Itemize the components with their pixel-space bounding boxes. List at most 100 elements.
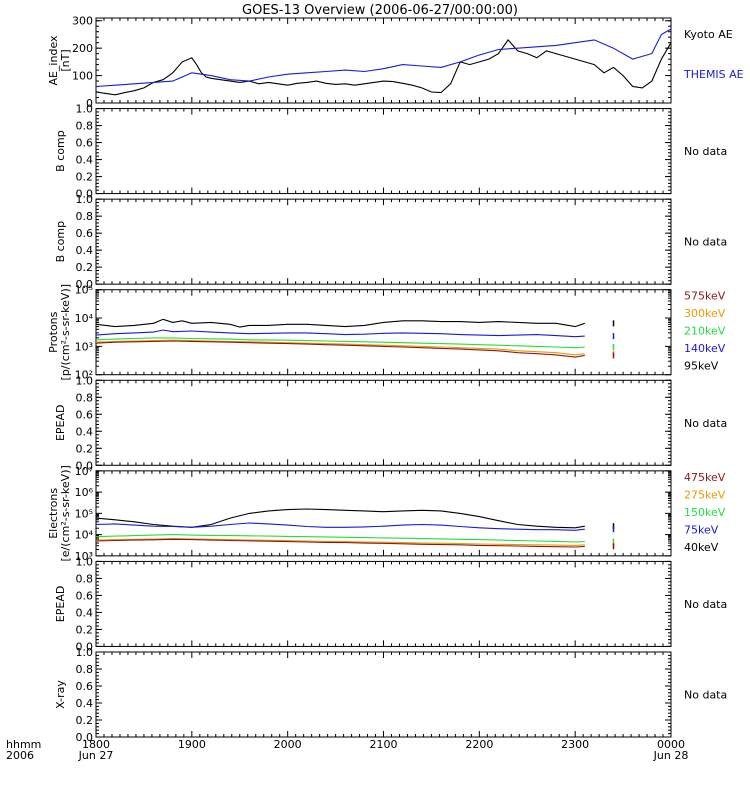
y-tick-label: 10⁵ — [75, 507, 93, 520]
y-tick-label: 10⁴ — [75, 312, 94, 325]
y-axis-label: EPEAD — [54, 405, 67, 442]
x-tick-label: 2300 — [561, 738, 589, 751]
legend-entry: Kyoto AE — [684, 28, 733, 41]
y-tick-label: 0.8 — [76, 572, 94, 585]
x-tick-label: 1900 — [178, 738, 206, 751]
panel-4: 0.0 0.2 0.4 0.6 0.8 1.0 EPEAD No data — [54, 374, 727, 472]
x-tick-label: 2100 — [370, 738, 398, 751]
panel-2: 0.0 0.2 0.4 0.6 0.8 1.0 B comp No data — [54, 193, 727, 291]
panel-frame — [95, 379, 672, 466]
y-tick-label: 0.8 — [76, 391, 94, 404]
series-line-300kev — [95, 339, 585, 356]
y-tick-label: 1.0 — [76, 103, 94, 116]
y-tick-label: 10⁶ — [75, 486, 94, 499]
y-tick-label: 0.2 — [76, 261, 94, 274]
y-tick-label: 0.6 — [76, 589, 94, 602]
y-axis-label: Electrons — [47, 488, 60, 539]
legend-entry: 40keV — [684, 541, 719, 554]
legend-entry: 95keV — [684, 360, 719, 373]
y-tick-label: 0.8 — [76, 210, 94, 223]
y-axis-label: [p/(cm²-s-sr-keV)] — [59, 284, 72, 381]
panel-1: 0.0 0.2 0.4 0.6 0.8 1.0 B comp No data — [54, 103, 727, 201]
panel-3: 10² 10³ 10⁴ 10⁵ Protons [p/(cm²-s-sr-keV)] 575… — [47, 284, 726, 382]
x-corner-label-hhmm: hhmm — [6, 738, 41, 751]
y-tick-label: 10⁴ — [75, 529, 94, 542]
y-tick-label: 0 — [86, 97, 93, 110]
y-tick-label: 10³ — [75, 550, 93, 563]
y-tick-label: 0.0 — [76, 459, 94, 472]
panel-5: 10³ 10⁴ 10⁵ 10⁶ 10⁷ Electrons [e/(cm²-s-sr-keV… — [47, 465, 726, 563]
series-line-140kev — [95, 329, 585, 338]
x-tick-sublabel: Jun 28 — [653, 749, 689, 762]
y-tick-label: 0.2 — [76, 171, 94, 184]
no-data-note: No data — [684, 417, 727, 430]
no-data-note: No data — [684, 236, 727, 249]
y-tick-label: 0.8 — [76, 120, 94, 133]
panel-frame — [95, 289, 672, 376]
panel-7: 0.0 0.2 0.4 0.6 0.8 1.0 X-ray No data — [54, 646, 727, 744]
legend-entry: 150keV — [684, 506, 726, 519]
no-data-note: No data — [684, 689, 727, 702]
y-tick-label: 0.6 — [76, 227, 94, 240]
y-tick-label: 200 — [72, 42, 93, 55]
y-axis-label: B comp — [54, 130, 67, 172]
y-tick-label: 0.2 — [76, 442, 94, 455]
panel-frame — [95, 108, 672, 195]
series-line-kyoto-ae — [95, 39, 672, 96]
panel-frame — [95, 17, 672, 104]
series-line-themis-ae — [95, 28, 672, 88]
x-corner-label-year: 2006 — [6, 749, 34, 762]
legend-entry: 575keV — [684, 290, 726, 303]
series-line-40kev — [95, 508, 585, 529]
panel-frame — [95, 651, 672, 738]
y-tick-label: 1.0 — [76, 374, 94, 387]
y-tick-label: 0.0 — [76, 278, 94, 291]
y-tick-label: 0.4 — [76, 244, 94, 257]
series-line-275kev — [95, 538, 585, 546]
panel-6: 0.0 0.2 0.4 0.6 0.8 1.0 EPEAD No data — [54, 555, 727, 653]
y-axis-label: X-ray — [54, 680, 67, 709]
series-line-75kev — [95, 522, 585, 531]
legend-entry: 475keV — [684, 471, 726, 484]
series-line-150kev — [95, 534, 585, 543]
y-tick-label: 10² — [75, 369, 93, 382]
y-tick-label: 0.4 — [76, 606, 94, 619]
y-axis-label: [nT] — [59, 49, 72, 71]
no-data-note: No data — [684, 145, 727, 158]
y-tick-label: 0.2 — [76, 714, 94, 727]
legend-entry: 75keV — [684, 523, 719, 536]
y-tick-label: 0.6 — [76, 408, 94, 421]
y-tick-label: 0.0 — [76, 188, 94, 201]
panel-frame — [95, 560, 672, 647]
series-line-95kev — [95, 318, 585, 328]
y-axis-label: B comp — [54, 221, 67, 263]
legend-entry: THEMIS AE — [683, 68, 744, 81]
no-data-note: No data — [684, 598, 727, 611]
series-line-575kev — [95, 340, 585, 358]
y-tick-label: 1.0 — [76, 646, 94, 659]
y-tick-label: 0.6 — [76, 680, 94, 693]
x-tick-sublabel: Jun 27 — [78, 749, 114, 762]
y-tick-label: 0.0 — [76, 731, 94, 744]
y-axis-label: Protons — [47, 311, 60, 352]
y-tick-label: 0.6 — [76, 137, 94, 150]
y-tick-label: 10³ — [75, 340, 93, 353]
y-tick-label: 1.0 — [76, 555, 94, 568]
x-tick-label: 0000 — [657, 738, 685, 751]
y-tick-label: 0.8 — [76, 663, 94, 676]
x-tick-label: 2000 — [274, 738, 302, 751]
x-tick-label: 1800 — [82, 738, 110, 751]
x-tick-label: 2200 — [465, 738, 493, 751]
y-tick-label: 0.4 — [76, 425, 94, 438]
y-tick-label: 0.4 — [76, 697, 94, 710]
y-tick-label: 0.2 — [76, 623, 94, 636]
y-tick-label: 0.0 — [76, 640, 94, 653]
y-tick-label: 300 — [72, 15, 93, 28]
series-line-475kev — [95, 538, 585, 548]
y-axis-label: AE_index — [47, 35, 60, 86]
legend-entry: 210keV — [684, 325, 726, 338]
legend-entry: 300keV — [684, 307, 726, 320]
